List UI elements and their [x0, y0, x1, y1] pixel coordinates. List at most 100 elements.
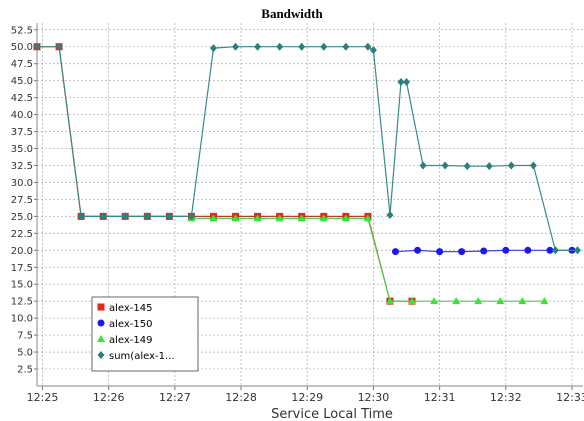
y-tick-label: 37.5 — [11, 127, 33, 138]
data-point — [502, 246, 510, 254]
data-point — [474, 297, 483, 305]
data-point — [524, 246, 532, 254]
y-tick-label: 12.5 — [11, 297, 33, 308]
data-point — [496, 297, 505, 305]
y-tick-label: 10.0 — [11, 314, 33, 325]
data-point — [231, 214, 240, 222]
data-point — [391, 248, 399, 256]
data-point — [55, 42, 63, 51]
data-point — [529, 161, 537, 170]
x-tick-label: 12:27 — [159, 391, 191, 404]
legend-label: sum(alex-1... — [109, 351, 175, 362]
data-point — [187, 212, 195, 221]
data-point — [97, 303, 105, 311]
data-point — [276, 42, 284, 51]
data-point — [430, 297, 439, 305]
y-tick-label: 30.0 — [11, 178, 33, 189]
y-tick-label: 20.0 — [11, 246, 33, 257]
x-tick-label: 12:26 — [93, 391, 125, 404]
data-point — [518, 297, 527, 305]
data-point — [573, 246, 581, 255]
y-tick-label: 7.5 — [17, 331, 33, 342]
series-line — [37, 46, 578, 251]
legend-label: alex-145 — [109, 303, 153, 314]
data-point — [342, 42, 350, 51]
data-point — [463, 162, 471, 171]
y-tick-label: 42.5 — [11, 93, 33, 104]
data-point — [97, 335, 105, 342]
data-point — [419, 161, 427, 170]
data-point — [480, 247, 488, 255]
data-point — [97, 319, 105, 327]
x-axis: 12:25 12:26 12:27 12:28 12:29 12:30 12:31 12:32… — [27, 23, 584, 404]
y-tick-label: 45.0 — [11, 76, 33, 87]
y-tick-label: 40.0 — [11, 110, 33, 121]
data-point — [253, 214, 262, 222]
data-point — [458, 248, 466, 256]
data-point — [485, 162, 493, 171]
data-point — [99, 212, 107, 221]
legend-item: alex-150 — [97, 319, 153, 330]
data-point — [386, 211, 394, 220]
series-1 — [391, 246, 576, 256]
y-tick-label: 15.0 — [11, 280, 33, 291]
x-tick-label: 12:25 — [27, 391, 59, 404]
data-point — [546, 246, 554, 254]
legend-label: alex-149 — [109, 335, 153, 346]
data-point — [143, 212, 151, 221]
series-2 — [187, 214, 549, 305]
y-tick-label: 50.0 — [11, 42, 33, 53]
legend-item: alex-149 — [97, 335, 153, 346]
x-tick-label: 12:30 — [358, 391, 390, 404]
legend: alex-145 alex-150 alex-149 sum(alex-1... — [91, 296, 199, 372]
data-point — [209, 44, 217, 53]
data-point — [403, 78, 411, 87]
data-point — [254, 42, 262, 51]
x-axis-label: Service Local Time — [271, 407, 393, 421]
data-point — [298, 42, 306, 51]
y-tick-label: 27.5 — [11, 195, 33, 206]
y-tick-label: 32.5 — [11, 161, 33, 172]
data-point — [165, 212, 173, 221]
data-point — [297, 214, 306, 222]
data-point — [97, 351, 105, 359]
x-tick-label: 12:28 — [225, 391, 257, 404]
data-point — [33, 42, 41, 51]
data-point — [414, 246, 422, 254]
series-3 — [33, 42, 581, 255]
y-tick-label: 52.5 — [11, 25, 33, 36]
chart-title: Bandwidth — [261, 6, 323, 21]
legend-item: sum(alex-1... — [97, 351, 175, 362]
data-point — [364, 42, 372, 51]
data-point — [320, 42, 328, 51]
data-point — [540, 297, 549, 305]
y-tick-label: 17.5 — [11, 263, 33, 274]
data-point — [341, 214, 350, 222]
legend-label: alex-150 — [109, 319, 153, 330]
data-point — [209, 214, 218, 222]
y-tick-label: 2.5 — [17, 365, 33, 376]
data-point — [441, 161, 449, 170]
data-point — [77, 212, 85, 221]
x-tick-label: 12:33 — [556, 391, 584, 404]
x-tick-label: 12:29 — [291, 391, 323, 404]
data-point — [369, 46, 377, 55]
x-tick-label: 12:32 — [490, 391, 522, 404]
y-tick-label: 35.0 — [11, 144, 33, 155]
data-point — [275, 214, 284, 222]
y-tick-label: 47.5 — [11, 59, 33, 70]
data-point — [507, 161, 515, 170]
y-axis: 2.5 5.0 7.5 10.0 12.5 15.0 17.5 20.0 22.5 25.0 27.… — [11, 25, 583, 376]
data-point — [363, 214, 372, 222]
data-point — [319, 214, 328, 222]
data-point — [385, 297, 394, 305]
legend-item: alex-145 — [97, 303, 153, 314]
data-point — [232, 42, 240, 51]
legend-box — [91, 296, 199, 372]
data-point — [397, 78, 405, 87]
data-point — [436, 248, 444, 256]
y-tick-label: 5.0 — [17, 348, 33, 359]
y-tick-label: 22.5 — [11, 229, 33, 240]
data-point — [408, 297, 417, 305]
